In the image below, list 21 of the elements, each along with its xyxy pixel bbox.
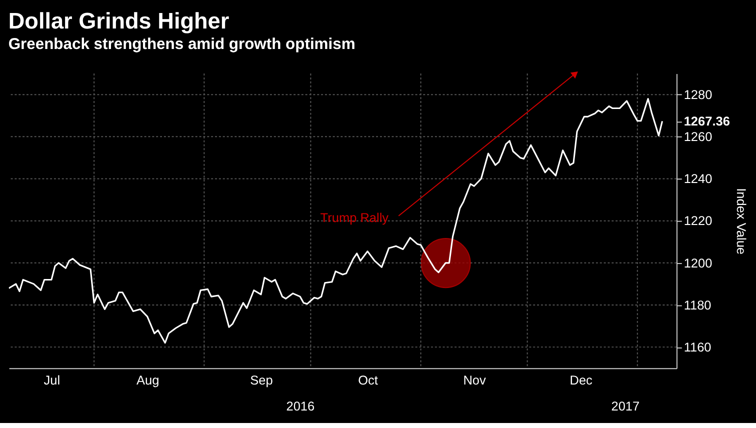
y-tick-label: 1260 xyxy=(684,129,712,144)
chart-title: Dollar Grinds Higher xyxy=(8,8,230,34)
x-tick-label: Oct xyxy=(358,372,378,388)
y-tick-label: 1160 xyxy=(684,339,712,354)
x-tick-label: Jul xyxy=(44,372,60,388)
text: 2017 xyxy=(611,398,640,414)
y-tick-label: 1180 xyxy=(684,297,712,312)
text: 2016 xyxy=(286,398,315,414)
y-tick-label: 1280 xyxy=(684,87,712,102)
y-tick-label: 1240 xyxy=(684,171,712,186)
chart-subtitle: Greenback strengthens amid growth optimism xyxy=(8,36,356,53)
x-tick-label: Dec xyxy=(570,372,594,388)
x-tick-label: Nov xyxy=(463,372,486,388)
y-tick-label: 1200 xyxy=(684,255,712,270)
x-tick-label: Aug xyxy=(136,372,160,388)
y-tick-label: 1267.36 xyxy=(684,114,730,129)
annotation: Trump Rally xyxy=(320,210,390,225)
line-series xyxy=(8,98,664,344)
y-axis-title: Index Value xyxy=(734,188,749,255)
y-tick-label: 1220 xyxy=(684,213,712,228)
x-tick-label: Sep xyxy=(250,372,273,388)
